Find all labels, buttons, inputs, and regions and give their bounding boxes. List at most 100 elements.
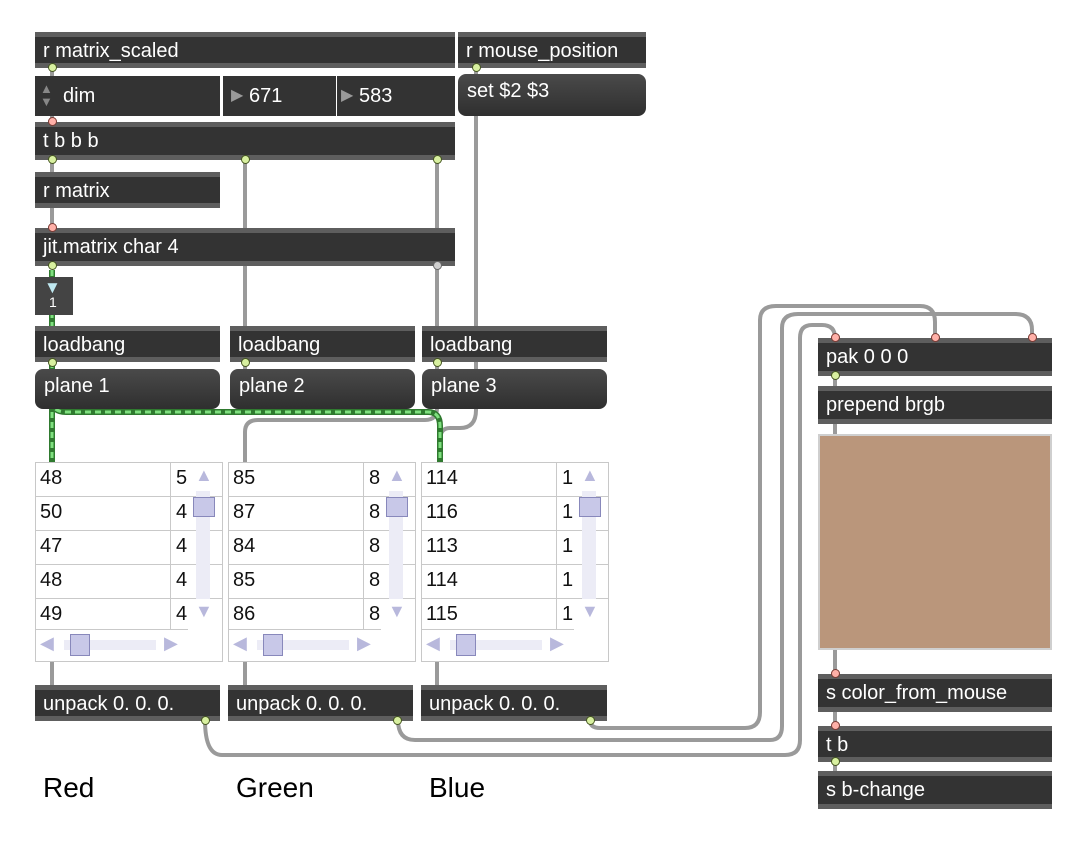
- pak-object[interactable]: pak 0 0 0: [818, 338, 1052, 376]
- inlet[interactable]: [931, 333, 940, 342]
- outlet[interactable]: [48, 261, 57, 270]
- outlet[interactable]: [433, 155, 442, 164]
- inlet[interactable]: [831, 721, 840, 730]
- s-b-change-object[interactable]: s b-change: [818, 771, 1052, 809]
- scroll-right-icon[interactable]: ▶: [357, 633, 371, 653]
- unpack-green[interactable]: unpack 0. 0. 0.: [228, 685, 413, 721]
- outlet[interactable]: [433, 261, 442, 270]
- outlet[interactable]: [831, 757, 840, 766]
- outlet[interactable]: [393, 716, 402, 725]
- table-row[interactable]: 47 4: [36, 531, 222, 565]
- cell[interactable]: 1: [562, 569, 574, 591]
- scroll-left-icon[interactable]: ◀: [426, 633, 440, 653]
- table-row[interactable]: 85 8: [229, 565, 415, 599]
- plane-1-message[interactable]: plane 1: [35, 369, 220, 409]
- cell[interactable]: 50: [40, 501, 63, 523]
- outlet[interactable]: [201, 716, 210, 725]
- cell[interactable]: 4: [176, 569, 188, 591]
- s-color-from-mouse-object[interactable]: s color_from_mouse: [818, 674, 1052, 712]
- scroll-down-icon[interactable]: ▼: [581, 601, 599, 621]
- table-row[interactable]: 48 4: [36, 565, 222, 599]
- scroll-up-icon[interactable]: ▲: [581, 465, 599, 485]
- inlet[interactable]: [831, 333, 840, 342]
- inlet[interactable]: [831, 669, 840, 678]
- cell[interactable]: 5: [176, 467, 188, 489]
- set-message[interactable]: set $2 $3: [458, 74, 646, 116]
- outlet[interactable]: [831, 371, 840, 380]
- outlet[interactable]: [241, 358, 250, 367]
- cellblock-blue[interactable]: 114 1 116 1 113 1 114 1 115 1 ▲ ▼ ◀ ▶: [421, 462, 609, 662]
- cell[interactable]: 1: [562, 603, 574, 625]
- cell[interactable]: 8: [369, 467, 381, 489]
- jit-matrix-object[interactable]: jit.matrix char 4: [35, 228, 455, 266]
- scroll-thumb[interactable]: [193, 497, 215, 517]
- cellblock-red[interactable]: 48 5 50 4 47 4 48 4 49 4 ▲ ▼ ◀ ▶: [35, 462, 223, 662]
- outlet[interactable]: [48, 63, 57, 72]
- cell[interactable]: 4: [176, 535, 188, 557]
- horizontal-scrollbar[interactable]: ◀ ▶: [229, 629, 381, 660]
- vertical-scrollbar[interactable]: ▲ ▼: [188, 463, 222, 629]
- table-row[interactable]: 113 1: [422, 531, 608, 565]
- scroll-down-icon[interactable]: ▼: [388, 601, 406, 621]
- horizontal-scrollbar[interactable]: ◀ ▶: [36, 629, 188, 660]
- gate-object[interactable]: ▼ 1: [35, 277, 73, 315]
- cell[interactable]: 85: [233, 467, 256, 489]
- cell[interactable]: 8: [369, 501, 381, 523]
- unpack-blue[interactable]: unpack 0. 0. 0.: [421, 685, 607, 721]
- inlet[interactable]: [48, 223, 57, 232]
- cell[interactable]: 49: [40, 603, 63, 625]
- inlet[interactable]: [48, 117, 57, 126]
- cell[interactable]: 8: [369, 535, 381, 557]
- cell[interactable]: 1: [562, 535, 574, 557]
- loadbang-3[interactable]: loadbang: [422, 326, 607, 362]
- scroll-thumb[interactable]: [456, 634, 476, 656]
- scroll-up-icon[interactable]: ▲: [195, 465, 213, 485]
- plane-2-message[interactable]: plane 2: [230, 369, 415, 409]
- table-row[interactable]: 86 8: [229, 599, 415, 632]
- cell[interactable]: 114: [426, 569, 458, 591]
- loadbang-1[interactable]: loadbang: [35, 326, 220, 362]
- table-row[interactable]: 85 8: [229, 463, 415, 497]
- r-matrix-scaled-object[interactable]: r matrix_scaled: [35, 32, 455, 68]
- cell[interactable]: 85: [233, 569, 256, 591]
- prepend-object[interactable]: prepend brgb: [818, 386, 1052, 424]
- cell[interactable]: 113: [426, 535, 458, 557]
- cell[interactable]: 115: [426, 603, 458, 625]
- unpack-red[interactable]: unpack 0. 0. 0.: [35, 685, 220, 721]
- cell[interactable]: 116: [426, 501, 458, 523]
- outlet[interactable]: [586, 716, 595, 725]
- table-row[interactable]: 87 8: [229, 497, 415, 531]
- outlet[interactable]: [48, 155, 57, 164]
- table-row[interactable]: 50 4: [36, 497, 222, 531]
- cell[interactable]: 8: [369, 603, 381, 625]
- outlet[interactable]: [433, 358, 442, 367]
- inlet[interactable]: [1028, 333, 1037, 342]
- cellblock-green[interactable]: 85 8 87 8 84 8 85 8 86 8 ▲ ▼ ◀ ▶: [228, 462, 416, 662]
- table-row[interactable]: 49 4: [36, 599, 222, 632]
- number-box-2[interactable]: ▶ 583: [337, 76, 455, 116]
- cell[interactable]: 86: [233, 603, 256, 625]
- table-row[interactable]: 48 5: [36, 463, 222, 497]
- scroll-thumb[interactable]: [386, 497, 408, 517]
- vertical-scrollbar[interactable]: ▲ ▼: [381, 463, 415, 629]
- scroll-left-icon[interactable]: ◀: [233, 633, 247, 653]
- cell[interactable]: 87: [233, 501, 256, 523]
- scroll-down-icon[interactable]: ▼: [195, 601, 213, 621]
- number-box-1[interactable]: ▶ 671: [223, 76, 336, 116]
- cell[interactable]: 1: [562, 467, 574, 489]
- cell[interactable]: 1: [562, 501, 574, 523]
- r-mouse-position-object[interactable]: r mouse_position: [458, 32, 646, 68]
- cell[interactable]: 84: [233, 535, 256, 557]
- scroll-thumb[interactable]: [263, 634, 283, 656]
- scroll-thumb[interactable]: [70, 634, 90, 656]
- vertical-scrollbar[interactable]: ▲ ▼: [574, 463, 608, 629]
- table-row[interactable]: 115 1: [422, 599, 608, 632]
- horizontal-scrollbar[interactable]: ◀ ▶: [422, 629, 574, 660]
- cell[interactable]: 4: [176, 501, 188, 523]
- outlet[interactable]: [48, 358, 57, 367]
- table-row[interactable]: 116 1: [422, 497, 608, 531]
- scroll-up-icon[interactable]: ▲: [388, 465, 406, 485]
- outlet[interactable]: [472, 63, 481, 72]
- r-matrix-object[interactable]: r matrix: [35, 172, 220, 208]
- scroll-thumb[interactable]: [579, 497, 601, 517]
